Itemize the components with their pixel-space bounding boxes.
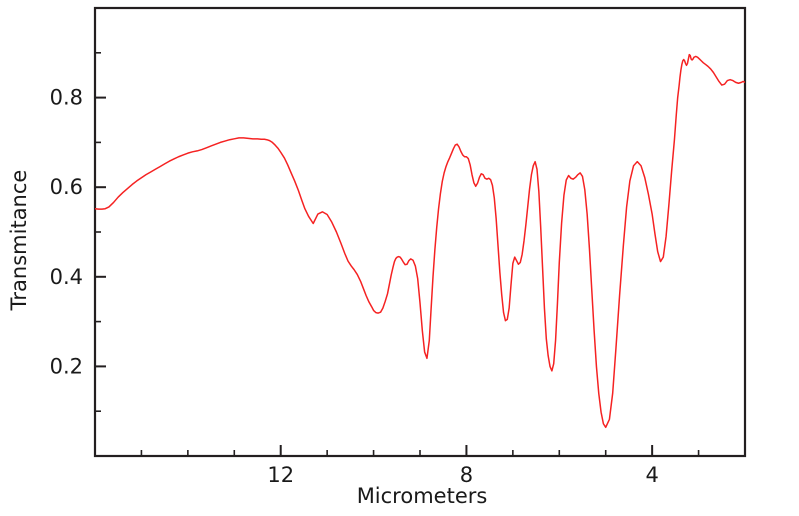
plot-frame bbox=[93, 6, 747, 458]
y-tick-label: 0.4 bbox=[50, 265, 83, 289]
y-tick-label: 0.2 bbox=[50, 354, 83, 378]
y-tick-label: 0.8 bbox=[50, 86, 83, 110]
x-tick-label: 4 bbox=[645, 463, 658, 487]
y-axis-title: Transmitance bbox=[7, 170, 31, 312]
ticks-group bbox=[95, 51, 700, 456]
spectrum-line-0 bbox=[95, 53, 745, 429]
y-tick-label: 0.6 bbox=[50, 175, 83, 199]
axes-group bbox=[93, 6, 747, 458]
x-tick-label: 12 bbox=[267, 463, 294, 487]
x-axis-title: Micrometers bbox=[357, 484, 488, 508]
x-tick-label: 8 bbox=[460, 463, 473, 487]
tick-labels-group: 12 8 4 0.2 0.4 0.6 0.8 bbox=[50, 86, 659, 487]
data-series-group bbox=[95, 53, 745, 429]
